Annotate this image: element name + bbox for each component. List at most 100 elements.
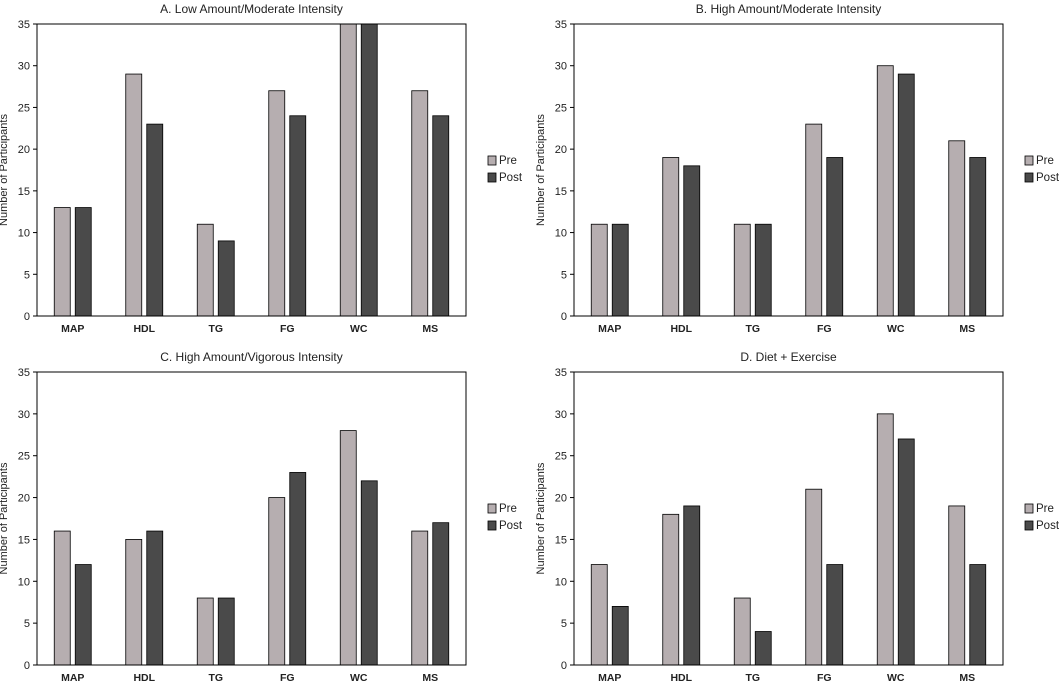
panel-d: D. Diet + Exercise Number of Participants… [535, 350, 1059, 684]
bar-post-wc [360, 480, 378, 666]
chart-title: D. Diet + Exercise [740, 350, 837, 364]
legend-swatch-post [487, 520, 497, 531]
y-tick-label: 15 [18, 534, 30, 546]
x-category-label: TG [208, 323, 223, 335]
legend-swatch-post [1024, 172, 1034, 183]
bar-pre-ms [411, 90, 429, 317]
bar-post-hdl [146, 530, 164, 666]
bar-pre-tg [733, 597, 751, 666]
bar-pre-wc [876, 413, 894, 666]
bar-post-fg [826, 564, 844, 666]
bar-post-tg [754, 223, 772, 317]
legend-label-pre: Pre [499, 155, 517, 167]
y-tick-label: 15 [555, 534, 567, 546]
x-category-label: FG [280, 323, 295, 335]
legend-swatch-pre [487, 155, 497, 166]
bar-post-wc [897, 73, 915, 317]
y-tick-label: 15 [18, 186, 30, 198]
y-tick-label: 0 [24, 311, 30, 323]
bar-post-map [611, 223, 629, 317]
x-category-label: WC [887, 323, 905, 335]
chart-title: C. High Amount/Vigorous Intensity [160, 350, 343, 364]
x-category-label: FG [817, 672, 832, 684]
x-category-label: HDL [133, 672, 155, 684]
y-tick-label: 5 [24, 269, 30, 281]
bar-post-ms [432, 522, 450, 666]
x-category-label: MS [422, 323, 438, 335]
y-tick-label: 10 [18, 228, 30, 240]
y-tick-label: 25 [18, 102, 30, 114]
y-tick-label: 15 [555, 186, 567, 198]
chart-title: B. High Amount/Moderate Intensity [696, 2, 881, 16]
y-tick-label: 30 [555, 409, 567, 421]
legend-swatch-pre [1024, 503, 1034, 514]
x-category-label: FG [280, 672, 295, 684]
y-tick-label: 30 [18, 409, 30, 421]
bar-pre-hdl [662, 157, 680, 317]
bar-post-fg [826, 157, 844, 317]
legend-label-pre: Pre [1036, 155, 1054, 167]
x-category-label: MS [959, 672, 975, 684]
bar-post-tg [217, 240, 235, 317]
bar-post-ms [969, 157, 987, 317]
legend-label-post: Post [1036, 172, 1059, 184]
y-tick-label: 10 [555, 228, 567, 240]
bar-post-wc [360, 23, 378, 317]
bar-post-tg [754, 631, 772, 666]
bar-pre-tg [196, 597, 214, 666]
y-tick-label: 10 [555, 576, 567, 588]
plot-frame [36, 23, 467, 317]
y-tick-label: 25 [555, 102, 567, 114]
bar-pre-fg [805, 488, 823, 666]
x-category-label: MAP [598, 323, 621, 335]
plot-frame [573, 371, 1004, 666]
x-category-label: MAP [61, 672, 84, 684]
bar-pre-wc [339, 23, 357, 317]
bar-post-hdl [683, 165, 701, 317]
x-category-label: TG [208, 672, 223, 684]
y-tick-label: 25 [555, 451, 567, 463]
bar-post-map [74, 564, 92, 666]
x-category-label: WC [350, 323, 368, 335]
y-axis-label: Number of Participants [535, 462, 547, 574]
x-category-label: MAP [598, 672, 621, 684]
bar-pre-fg [268, 497, 286, 666]
bar-pre-ms [411, 530, 429, 666]
x-category-label: HDL [670, 672, 692, 684]
y-tick-label: 5 [561, 269, 567, 281]
plot-frame [36, 371, 467, 666]
y-tick-label: 20 [18, 493, 30, 505]
y-tick-label: 20 [555, 144, 567, 156]
bar-post-fg [289, 472, 307, 666]
y-tick-label: 10 [18, 576, 30, 588]
bar-post-wc [897, 438, 915, 666]
bar-post-ms [969, 564, 987, 666]
panel-a: A. Low Amount/Moderate Intensity Number o… [0, 2, 523, 335]
bar-pre-map [53, 530, 71, 666]
panel-c: C. High Amount/Vigorous Intensity Number … [0, 350, 523, 684]
y-axis-label: Number of Participants [535, 114, 547, 226]
x-category-label: MS [959, 323, 975, 335]
y-tick-label: 0 [561, 311, 567, 323]
y-axis-label: Number of Participants [0, 114, 10, 226]
bar-pre-map [53, 207, 71, 317]
legend-swatch-pre [487, 503, 497, 514]
chart-title: A. Low Amount/Moderate Intensity [160, 2, 343, 16]
bar-pre-ms [948, 505, 966, 666]
bar-pre-fg [805, 123, 823, 317]
legend-label-pre: Pre [1036, 503, 1054, 515]
x-category-label: TG [745, 672, 760, 684]
y-tick-label: 30 [555, 61, 567, 73]
bar-pre-hdl [125, 73, 143, 317]
y-tick-label: 5 [24, 618, 30, 630]
bar-pre-fg [268, 90, 286, 317]
bar-pre-tg [196, 223, 214, 317]
y-tick-label: 35 [18, 19, 30, 31]
bar-post-map [74, 207, 92, 317]
legend-label-post: Post [499, 520, 523, 532]
y-tick-label: 0 [561, 660, 567, 672]
bar-pre-map [590, 564, 608, 666]
legend-swatch-post [487, 172, 497, 183]
bar-post-tg [217, 597, 235, 666]
